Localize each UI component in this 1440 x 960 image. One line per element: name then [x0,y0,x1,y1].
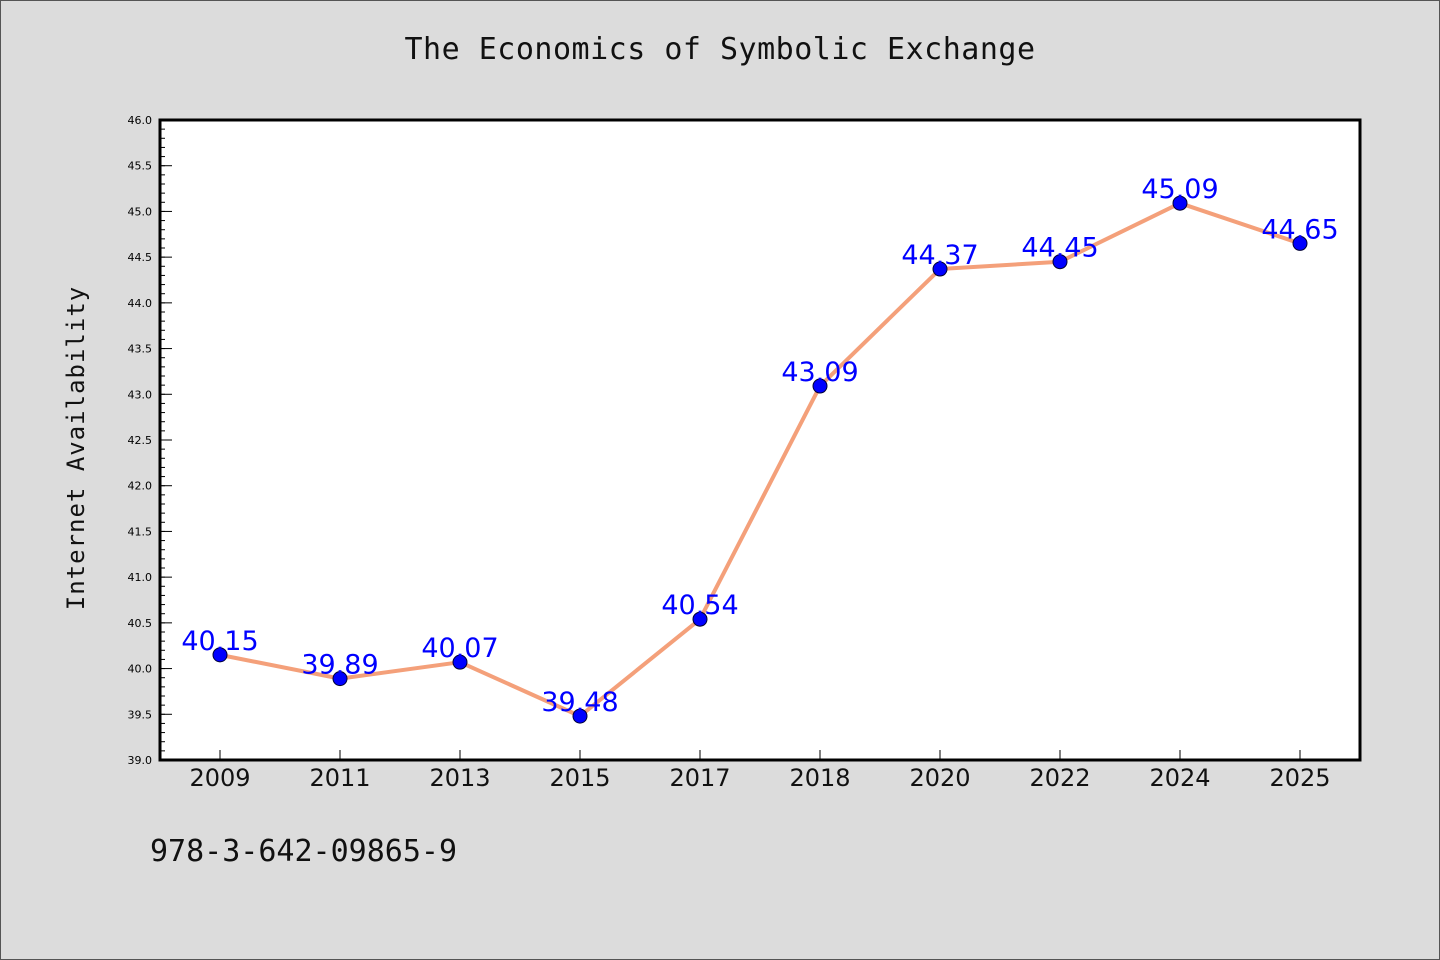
data-point [692,611,708,627]
data-point [1172,195,1188,211]
y-tick-label: 45.5 [128,160,153,173]
isbn-text: 978-3-642-09865-9 [150,834,458,869]
y-tick-label: 45.0 [128,205,153,218]
x-tick-label: 2015 [549,764,610,792]
y-tick-label: 43.0 [128,388,153,401]
x-tick-label: 2025 [1269,764,1330,792]
plot-border [158,118,1362,762]
y-tick-label: 44.5 [128,251,153,264]
data-label: 44.45 [1021,233,1098,264]
data-label: 39.48 [541,687,618,718]
data-label: 40.15 [181,626,258,657]
y-tick-label: 40.0 [128,663,153,676]
x-tick-label: 2017 [669,764,730,792]
x-tick-label: 2022 [1029,764,1090,792]
x-tick-label: 2011 [309,764,370,792]
series-line [218,201,1302,719]
x-tick-label: 2009 [189,764,250,792]
data-point [1052,254,1068,270]
x-tick-label: 2020 [909,764,970,792]
y-tick-label: 44.0 [128,297,153,310]
y-tick-label: 42.0 [128,480,153,493]
data-label: 39.89 [301,650,378,681]
y-tick-label: 43.5 [128,343,153,356]
x-tick-label: 2018 [789,764,850,792]
data-label: 40.07 [421,633,498,664]
y-tick-label: 40.5 [128,617,153,630]
data-label: 40.54 [661,590,738,621]
y-tick-label: 42.5 [128,434,153,447]
y-tick-label: 46.0 [128,114,153,127]
plot-area [160,120,1360,760]
y-tick-label: 39.5 [128,708,153,721]
data-label: 44.65 [1261,214,1338,245]
data-point [932,261,948,277]
y-tick-label: 39.0 [128,754,153,767]
data-point [572,708,588,724]
data-label: 43.09 [781,357,858,388]
x-tick-label: 2013 [429,764,490,792]
chart-title: The Economics of Symbolic Exchange [404,32,1036,67]
x-tick-label: 2024 [1149,764,1210,792]
data-point [212,647,228,663]
data-point [1292,235,1308,251]
y-tick-label: 41.5 [128,525,153,538]
data-label: 44.37 [901,240,978,271]
data-label: 45.09 [1141,174,1218,205]
y-tick-label: 41.0 [128,571,153,584]
data-point [332,671,348,687]
data-point [452,654,468,670]
data-point [812,378,828,394]
